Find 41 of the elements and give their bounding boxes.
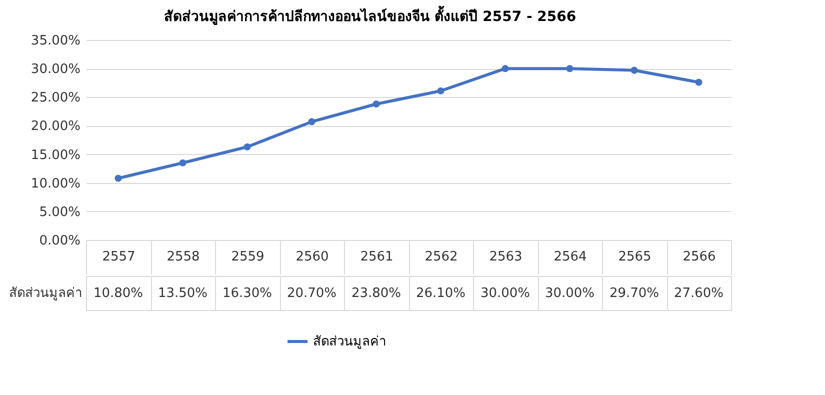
- y-tick-label: 30.00%: [30, 62, 80, 78]
- point: [114, 174, 122, 182]
- y-tick-label: 5.00%: [39, 204, 80, 220]
- data-label: 30.00%: [544, 286, 595, 301]
- chart-title: สัดส่วนมูลค่าการค้าปลีกทางออนไลน์ของจีน ตั้งแต่ปี 2557 - 2566: [164, 5, 576, 25]
- x-tick-label: 2561: [360, 250, 394, 264]
- data-label: 29.70%: [609, 286, 660, 301]
- y-tick-label: 0.00%: [39, 234, 80, 248]
- text: สัดส่วนมูลค่า: [9, 286, 82, 301]
- point: [695, 78, 702, 86]
- y-tick-label: 10.00%: [30, 176, 80, 192]
- x-tick-label: 2560: [296, 250, 329, 264]
- legend-label: สัดส่วนมูลค่า: [313, 334, 386, 350]
- point: [308, 118, 316, 126]
- point: [372, 100, 380, 108]
- data-label: 20.70%: [286, 286, 337, 301]
- data-label: 13.50%: [158, 286, 208, 301]
- x-tick-label: 2562: [424, 250, 458, 264]
- data-label: 16.30%: [222, 286, 272, 301]
- data-label: 26.10%: [416, 286, 466, 301]
- x-tick-label: 2557: [102, 250, 136, 264]
- y-tick-label: 35.00%: [30, 34, 80, 48]
- y-tick-label: 15.00%: [30, 148, 80, 163]
- point: [179, 159, 186, 166]
- data-label: 10.80%: [93, 286, 144, 301]
- point: [630, 66, 638, 74]
- data-label: 27.60%: [674, 286, 724, 301]
- x-tick-label: 2566: [682, 250, 716, 264]
- x-tick-label: 2563: [489, 250, 522, 264]
- data-label: 30.00%: [480, 286, 530, 301]
- point: [566, 65, 574, 72]
- x-tick-label: 2558: [166, 250, 200, 264]
- y-tick-label: 20.00%: [30, 119, 80, 134]
- point: [502, 65, 509, 72]
- x-tick-label: 2559: [231, 250, 264, 264]
- x-tick-label: 2565: [618, 250, 652, 264]
- data-label: 23.80%: [351, 286, 402, 301]
- y-tick-label: 25.00%: [30, 90, 80, 106]
- point: [244, 143, 251, 150]
- x-tick-label: 2564: [554, 250, 587, 264]
- point: [437, 87, 444, 94]
